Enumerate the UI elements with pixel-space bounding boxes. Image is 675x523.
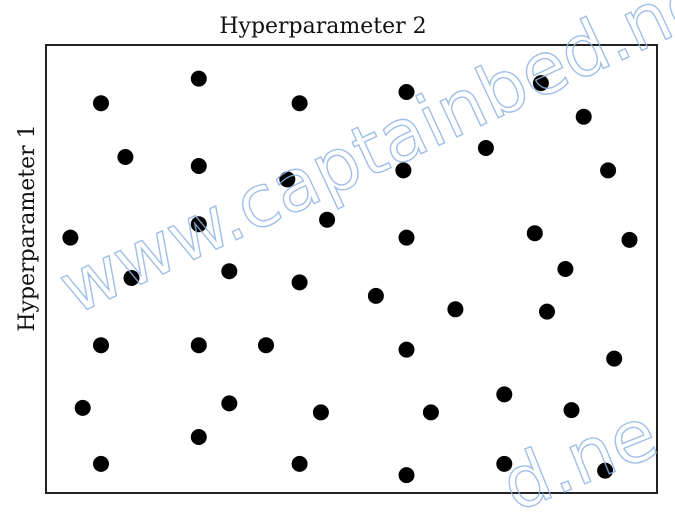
data-point [190,70,207,87]
data-point [606,350,623,367]
y-axis-title: Hyperparameter 1 [15,124,40,331]
data-point [398,341,415,358]
data-point [496,386,513,403]
data-point [557,261,574,277]
data-points [62,70,638,484]
data-point [291,455,308,472]
data-point [190,429,207,445]
data-point [221,395,238,412]
data-point [190,158,207,174]
data-point [291,95,308,112]
data-point [258,337,274,354]
data-point [117,149,134,165]
data-point [532,75,549,92]
data-point [398,467,415,484]
data-point [221,263,238,280]
data-point [496,455,513,472]
plot-area [45,44,658,494]
data-point [367,287,384,304]
data-point [74,399,91,416]
data-point [447,301,464,318]
data-point [526,225,543,242]
data-point [312,404,329,421]
data-point [279,171,296,188]
data-point [291,274,308,291]
data-point [93,455,109,472]
data-point [539,303,555,320]
data-point [398,229,415,246]
data-point [190,216,207,233]
data-point [395,162,412,179]
data-point [123,270,140,286]
data-point [190,337,207,354]
data-point [600,162,617,179]
data-point [93,95,109,112]
data-point [575,108,592,125]
data-point [621,231,638,248]
data-point [93,337,109,354]
data-point [319,211,336,228]
data-point [563,402,580,419]
x-axis-title: Hyperparameter 2 [219,14,426,39]
data-point [398,84,415,100]
data-point [62,229,79,246]
data-point [597,462,614,479]
data-point [422,404,439,421]
data-point [477,140,494,156]
